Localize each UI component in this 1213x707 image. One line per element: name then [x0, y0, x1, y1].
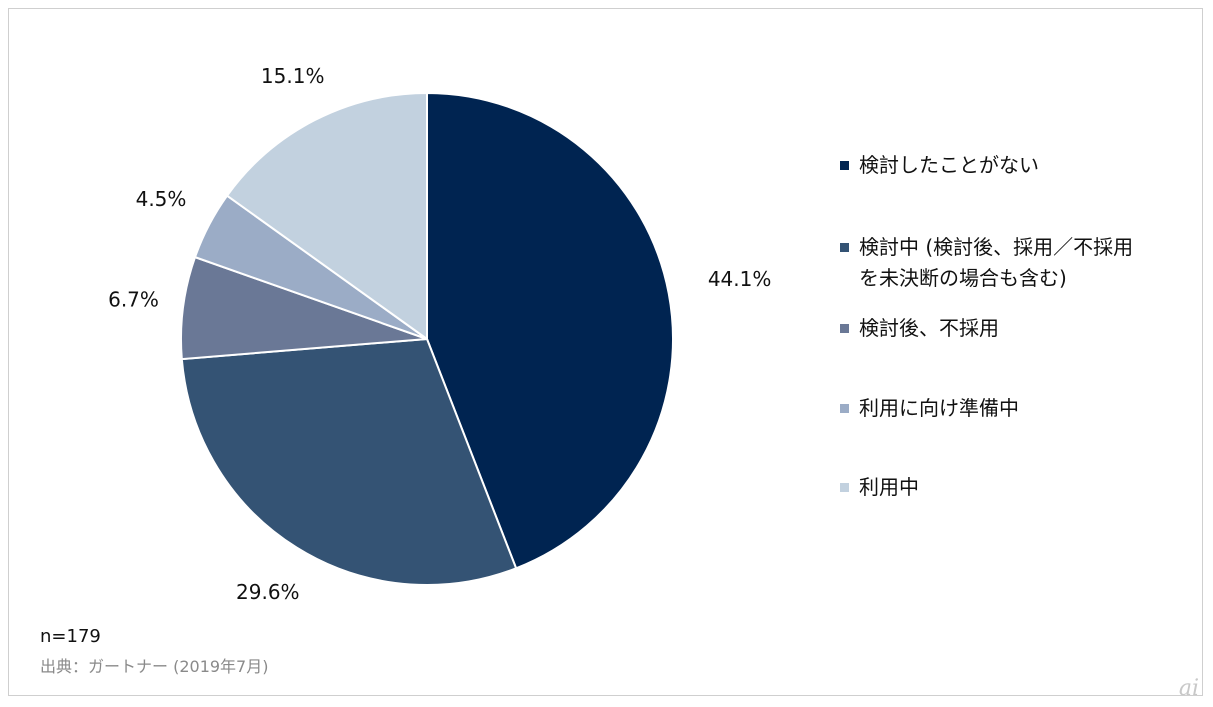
legend-label-3: 利用に向け準備中 — [859, 396, 1019, 420]
legend-item-2: 検討後、不採用 — [840, 313, 1179, 344]
pie-slice-1 — [180, 337, 518, 586]
legend-swatch-3 — [840, 404, 849, 413]
pie-value-label-0: 44.1% — [708, 267, 772, 291]
legend-item-4: 利用中 — [840, 472, 1179, 503]
legend-item-3: 利用に向け準備中 — [840, 393, 1179, 424]
legend-item-0: 検討したことがない — [840, 150, 1179, 181]
chart-frame — [8, 8, 1203, 696]
legend-swatch-4 — [840, 483, 849, 492]
pie-value-label-3: 4.5% — [136, 187, 187, 211]
pie-value-label-1: 29.6% — [236, 580, 300, 604]
pie-slice-0 — [426, 91, 675, 570]
pie-value-label-4: 15.1% — [261, 64, 325, 88]
legend-label-0: 検討したことがない — [859, 153, 1039, 177]
watermark-logo: ai — [1178, 676, 1199, 701]
source-note: 出典：ガートナー (2019年7月) — [40, 657, 269, 676]
legend-swatch-2 — [840, 324, 849, 333]
pie-slice-4 — [225, 91, 428, 341]
legend-swatch-0 — [840, 161, 849, 170]
legend-label-4: 利用中 — [859, 475, 919, 499]
sample-size: n=179 — [40, 626, 101, 647]
legend-item-1: 検討中 (検討後、採用／不採用 を未決断の場合も含む) — [840, 232, 1179, 294]
legend-label-1: 検討中 (検討後、採用／不採用 を未決断の場合も含む) — [859, 235, 1134, 290]
legend-swatch-1 — [840, 243, 849, 252]
pie-value-label-2: 6.7% — [108, 288, 159, 312]
legend-label-2: 検討後、不採用 — [859, 316, 999, 340]
